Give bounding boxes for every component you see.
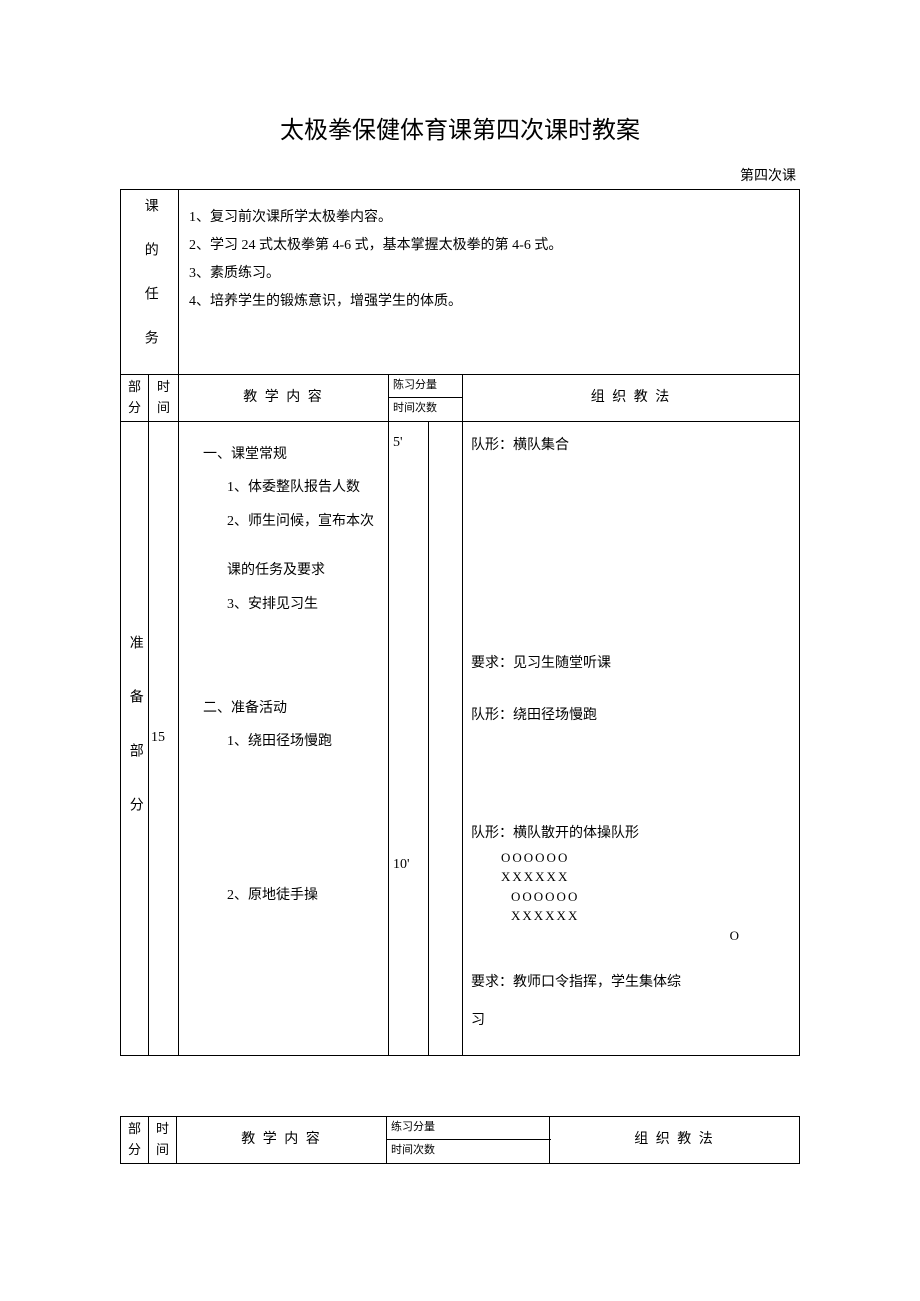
section1-part-label: 准备部分: [123, 625, 145, 851]
header-time: 时间: [149, 375, 179, 422]
header2-practice: 练习分量: [387, 1117, 550, 1140]
content-a2: 2、原地徒手操: [187, 879, 380, 913]
section1-pcount-cell: [429, 421, 463, 1056]
content-i2b: 课的任务及要求: [187, 554, 380, 588]
page-title: 太极拳保健体育课第四次课时教案: [120, 110, 800, 145]
header-practice: 陈习分量: [389, 375, 463, 398]
formation-1: OOOOOO: [501, 848, 791, 868]
lesson-table-secondary: 部分 时间 教 学 内 容 练习分量 组 织 教 法 时间次数: [120, 1116, 800, 1164]
task-item-2: 2、学习 24 式太极拳第 4-6 式，基本掌握太极拳的第 4-6 式。: [189, 232, 789, 260]
content-i2: 2、师生问候，宣布本次: [187, 505, 380, 539]
formation-3: OOOOOO: [501, 887, 791, 907]
section1-time-cell: 15: [149, 421, 179, 1056]
method-m6: 习: [471, 1007, 791, 1035]
content-i3: 3、安排见习生: [187, 588, 380, 622]
ptime-2: 10': [393, 854, 424, 876]
section1-content-cell: 一、课堂常规 1、体委整队报告人数 2、师生问候，宣布本次 课的任务及要求 3、…: [179, 421, 389, 1056]
task-item-3: 3、素质练习。: [189, 260, 789, 288]
header2-method: 组 织 教 法: [550, 1117, 800, 1164]
task-label: 课的任务: [138, 190, 160, 374]
section1-row: 准备部分 15 一、课堂常规 1、体委整队报告人数 2、师生问候，宣布本次 课的…: [121, 421, 800, 1056]
formation-4: XXXXXX: [501, 906, 791, 926]
header2-row-1: 部分 时间 教 学 内 容 练习分量 组 织 教 法: [121, 1117, 800, 1140]
section1-method-cell: 队形：横队集合 要求：见习生随堂听课 队形：绕田径场慢跑 队形：横队散开的体操队…: [463, 421, 800, 1056]
content-h1: 一、课堂常规: [187, 438, 380, 472]
header-part: 部分: [121, 375, 149, 422]
header2-time: 时间: [149, 1117, 177, 1164]
task-label-cell: 课的任务: [121, 190, 179, 375]
header2-part: 部分: [121, 1117, 149, 1164]
task-item-4: 4、培养学生的锻炼意识，增强学生的体质。: [189, 288, 789, 316]
method-m5: 要求：教师口令指挥，学生集体综: [471, 969, 791, 997]
header-row-1: 部分 时间 教 学 内 容 陈习分量 组 织 教 法: [121, 375, 800, 398]
task-item-1: 1、复习前次课所学太极拳内容。: [189, 204, 789, 232]
header2-content: 教 学 内 容: [177, 1117, 387, 1164]
formation-2: XXXXXX: [501, 867, 791, 887]
method-m1: 队形：横队集合: [471, 432, 791, 460]
header-method: 组 织 教 法: [463, 375, 800, 422]
formation-5: O: [501, 926, 791, 946]
ptime-1: 5': [393, 432, 424, 454]
task-content-cell: 1、复习前次课所学太极拳内容。 2、学习 24 式太极拳第 4-6 式，基本掌握…: [179, 190, 800, 375]
header2-time-count: 时间次数: [387, 1140, 550, 1163]
content-a1: 1、绕田径场慢跑: [187, 725, 380, 759]
task-row: 课的任务 1、复习前次课所学太极拳内容。 2、学习 24 式太极拳第 4-6 式…: [121, 190, 800, 375]
header-time-count: 时间次数: [389, 398, 463, 421]
formation-block: OOOOOO XXXXXX OOOOOO XXXXXX O: [471, 848, 791, 946]
method-m4: 队形：横队散开的体操队形: [471, 820, 791, 848]
method-m2: 要求：见习生随堂听课: [471, 650, 791, 678]
method-m3: 队形：绕田径场慢跑: [471, 702, 791, 730]
content-h2: 二、准备活动: [187, 692, 380, 726]
page-subtitle: 第四次课: [120, 165, 800, 185]
section1-ptime-cell: 5' 10': [389, 421, 429, 1056]
section1-part-cell: 准备部分: [121, 421, 149, 1056]
header-content: 教 学 内 容: [179, 375, 389, 422]
content-i1: 1、体委整队报告人数: [187, 471, 380, 505]
lesson-table-main: 课的任务 1、复习前次课所学太极拳内容。 2、学习 24 式太极拳第 4-6 式…: [120, 189, 800, 1056]
